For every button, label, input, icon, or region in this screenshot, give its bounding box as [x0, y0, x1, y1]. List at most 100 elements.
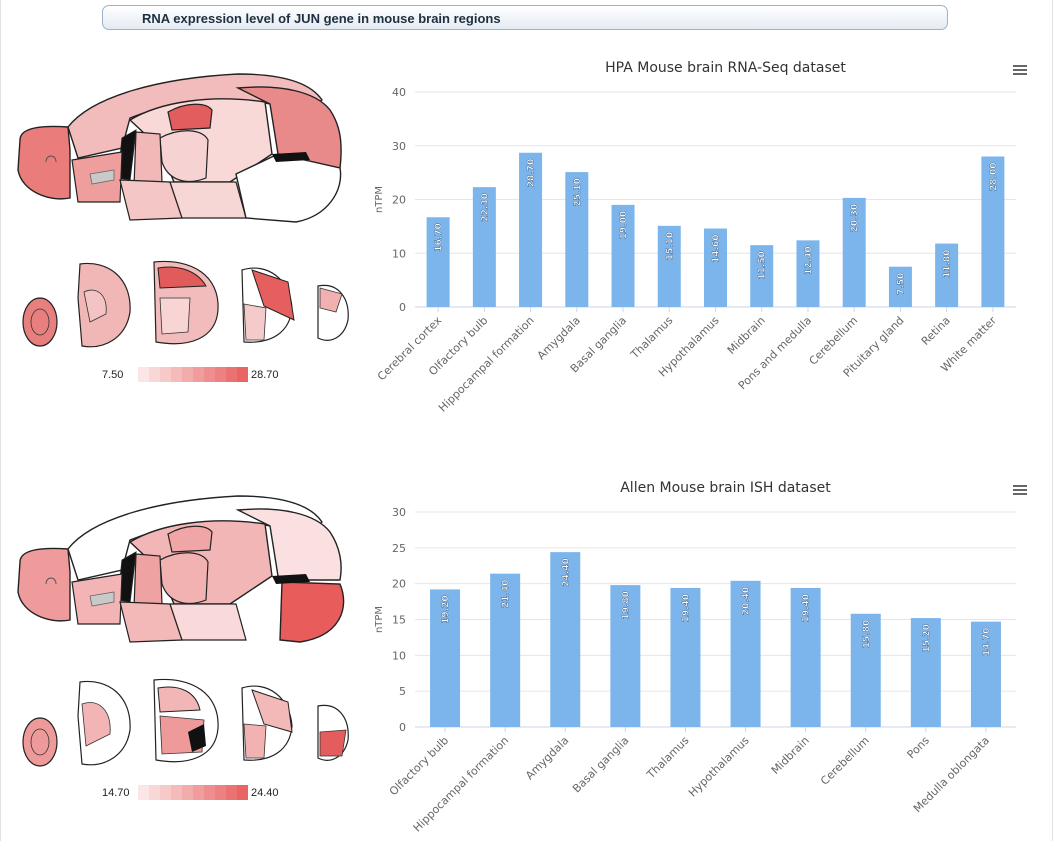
bar-value-label: 14.70	[982, 628, 992, 656]
bar-value-label: 19.00	[619, 211, 629, 239]
y-tick-label: 0	[399, 721, 406, 734]
bar-value-label: 21.40	[501, 580, 511, 608]
x-tick-label: Hypothalamus	[686, 734, 752, 800]
y-tick-label: 40	[392, 86, 406, 99]
scale-min-label: 14.70	[102, 787, 130, 799]
y-tick-label: 10	[392, 649, 406, 662]
scale-cell	[204, 367, 215, 382]
bar[interactable]	[611, 204, 635, 307]
bar[interactable]	[610, 585, 641, 727]
scale-cell	[138, 367, 149, 382]
x-tick-label: Pons	[905, 734, 933, 762]
bar-value-label: 15.80	[862, 620, 872, 648]
x-tick-label: Thalamus	[644, 734, 692, 782]
bar[interactable]	[888, 266, 912, 307]
scale-cell	[160, 785, 171, 800]
bar-value-label: 19.40	[802, 594, 812, 622]
bar-value-label: 11.80	[943, 250, 953, 278]
bar[interactable]	[796, 240, 820, 307]
x-tick-label: Amygdala	[523, 734, 571, 782]
y-tick-label: 10	[392, 247, 406, 260]
scale-max-label: 28.70	[251, 369, 279, 381]
y-axis-label: nTPM	[374, 186, 385, 213]
bar[interactable]	[565, 172, 589, 307]
x-tick-label: Hippocampal formation	[436, 314, 537, 415]
y-axis-label: nTPM	[374, 606, 385, 633]
scale-cell	[193, 367, 204, 382]
bar-value-label: 12.40	[804, 246, 814, 274]
bar[interactable]	[519, 152, 543, 307]
scale-min-label: 7.50	[102, 369, 124, 381]
bar[interactable]	[970, 621, 1001, 727]
y-tick-label: 15	[392, 614, 406, 627]
scale-cell	[226, 367, 237, 382]
brain-coronal-sections-allen	[22, 678, 349, 767]
bar[interactable]	[550, 552, 581, 727]
bar-value-label: 15.10	[665, 232, 675, 260]
scale-cell	[149, 367, 160, 382]
page-border-left	[0, 0, 1, 841]
scale-cell	[215, 367, 226, 382]
brain-sagittal-allen	[17, 495, 345, 643]
bar-value-label: 7.50	[896, 273, 906, 295]
chart-menu-icon[interactable]	[1013, 485, 1027, 497]
bar-value-label: 11.50	[758, 251, 768, 279]
bar-value-label: 15.20	[922, 624, 932, 652]
scale-gradient	[138, 785, 248, 800]
scale-cell	[204, 785, 215, 800]
bar[interactable]	[472, 187, 496, 307]
scale-cell	[237, 785, 248, 800]
y-tick-label: 30	[392, 506, 406, 519]
brain-coronal-sections-hpa	[22, 260, 349, 348]
bar[interactable]	[704, 228, 727, 307]
bar-chart-hpa: HPA Mouse brain RNA-Seq dataset 0 10 20 30 40…	[374, 60, 1016, 415]
brain-sagittal-hpa	[17, 73, 342, 223]
y-tick-label: 20	[392, 578, 406, 591]
scale-cell	[226, 785, 237, 800]
bar[interactable]	[430, 589, 461, 727]
bar-value-label: 20.40	[742, 587, 752, 615]
chart-title: HPA Mouse brain RNA-Seq dataset	[605, 60, 846, 76]
y-tick-label: 20	[392, 194, 406, 207]
y-tick-label: 5	[399, 685, 406, 698]
scale-max-label: 24.40	[251, 787, 279, 799]
scale-cell	[171, 785, 182, 800]
x-tick-label: Amygdala	[535, 314, 583, 362]
bar[interactable]	[750, 245, 774, 307]
scale-cell	[160, 367, 171, 382]
bar-value-label: 20.30	[850, 204, 860, 232]
bar-value-label: 19.40	[681, 594, 691, 622]
bar[interactable]	[842, 197, 866, 307]
bar[interactable]	[670, 587, 701, 727]
scale-cell	[215, 785, 226, 800]
bar-value-label: 14.60	[712, 235, 722, 263]
bar[interactable]	[730, 580, 761, 727]
x-tick-label: Olfactory bulb	[387, 734, 451, 798]
bar[interactable]	[910, 618, 941, 727]
bar-value-label: 28.00	[989, 163, 999, 191]
scale-cell	[182, 785, 193, 800]
page-border-right	[1052, 0, 1053, 841]
scale-cell	[149, 785, 160, 800]
scale-cell	[193, 785, 204, 800]
page-title: RNA expression level of JUN gene in mous…	[142, 11, 501, 26]
bar-value-label: 19.80	[621, 591, 631, 619]
y-tick-label: 30	[392, 140, 406, 153]
chart-menu-icon[interactable]	[1013, 65, 1027, 77]
bar[interactable]	[490, 573, 521, 727]
bar-value-label: 28.70	[527, 159, 537, 187]
bar[interactable]	[426, 217, 450, 307]
bar-value-label: 16.70	[434, 223, 444, 251]
bar[interactable]	[850, 613, 881, 727]
color-scale-allen: 14.70 24.40	[78, 785, 338, 801]
bar[interactable]	[790, 587, 821, 727]
bar-value-label: 22.30	[480, 193, 490, 221]
scale-gradient	[138, 367, 248, 382]
y-tick-label: 0	[399, 301, 406, 314]
scale-cell	[237, 367, 248, 382]
bar[interactable]	[935, 243, 959, 307]
bar-value-label: 25.10	[573, 178, 583, 206]
bar[interactable]	[981, 156, 1005, 308]
bar[interactable]	[657, 225, 681, 307]
scale-cell	[138, 785, 149, 800]
